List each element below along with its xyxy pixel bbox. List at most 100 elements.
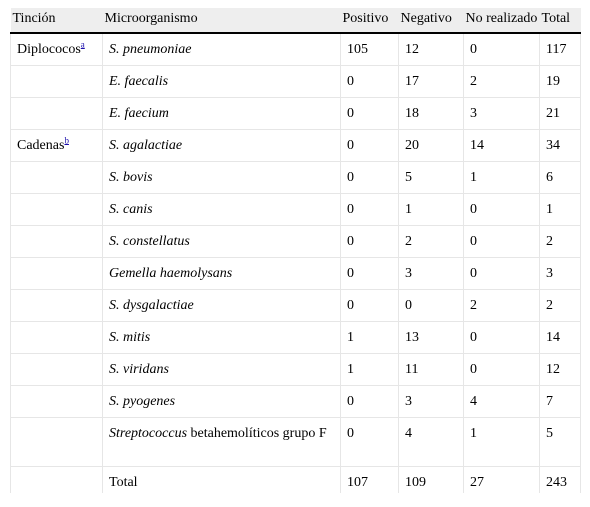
no-realizado-cell: 4 [463,385,540,418]
organism-cell: S. canis [102,193,341,226]
no-realizado-cell: 0 [463,225,540,258]
header-negativo: Negativo [398,8,464,34]
negativo-cell: 1 [398,193,464,226]
table-row: S. mitis 1 13 0 14 [10,321,581,354]
header-no-realizado: No realizado [463,8,540,34]
table-row: S. dysgalactiae 0 0 2 2 [10,289,581,322]
organism-cell: S. constellatus [102,225,341,258]
table-row: Cadenasb S. agalactiae 0 20 14 34 [10,129,581,162]
organism-genus: Streptococcus [109,426,188,441]
negativo-cell: 20 [398,129,464,162]
no-realizado-cell: 0 [463,193,540,226]
no-realizado-cell: 0 [463,353,540,386]
group-cell-empty [10,353,103,386]
total-cell: 6 [539,161,581,194]
table-row: S. bovis 0 5 1 6 [10,161,581,194]
negativo-cell: 5 [398,161,464,194]
negativo-cell: 13 [398,321,464,354]
table-row: E. faecalis 0 17 2 19 [10,65,581,98]
group-cell-diplococos: Diplococosa [10,33,103,66]
no-realizado-cell: 2 [463,289,540,322]
no-realizado-cell: 1 [463,417,540,467]
header-positivo: Positivo [340,8,399,34]
group-label: Cadenas [17,138,65,153]
group-cell-empty [10,97,103,130]
group-cell-empty [10,417,103,467]
table-body: Diplococosa S. pneumoniae 105 12 0 117 E… [10,33,581,493]
total-cell: 34 [539,129,581,162]
no-realizado-cell: 2 [463,65,540,98]
total-cell: 3 [539,257,581,290]
no-realizado-cell: 14 [463,129,540,162]
table-row: E. faecium 0 18 3 21 [10,97,581,130]
positivo-cell: 0 [340,289,399,322]
group-cell-empty [10,257,103,290]
group-cell-empty [10,289,103,322]
group-cell-empty [10,161,103,194]
total-cell: 19 [539,65,581,98]
total-label: Total [102,466,341,493]
group-cell-empty [10,65,103,98]
table-row: Gemella haemolysans 0 3 0 3 [10,257,581,290]
negativo-cell: 17 [398,65,464,98]
positivo-cell: 105 [340,33,399,66]
no-realizado-cell: 0 [463,33,540,66]
group-label: Diplococos [17,42,81,57]
positivo-cell: 0 [340,161,399,194]
negativo-cell: 3 [398,385,464,418]
organism-description: betahemolíticos grupo F [187,426,327,441]
positivo-cell: 1 [340,321,399,354]
organism-cell: S. pneumoniae [102,33,341,66]
table-row: S. pyogenes 0 3 4 7 [10,385,581,418]
table-row: S. canis 0 1 0 1 [10,193,581,226]
total-cell: 2 [539,289,581,322]
organism-cell: S. mitis [102,321,341,354]
total-cell: 14 [539,321,581,354]
organism-cell: E. faecalis [102,65,341,98]
total-cell: 2 [539,225,581,258]
total-row: Total 107 109 27 243 [10,466,581,493]
positivo-cell: 0 [340,129,399,162]
organism-cell: S. agalactiae [102,129,341,162]
group-cell-empty [10,193,103,226]
negativo-cell: 4 [398,417,464,467]
positivo-cell: 0 [340,225,399,258]
negativo-cell: 3 [398,257,464,290]
footnote-link[interactable]: b [64,135,69,146]
positivo-cell: 1 [340,353,399,386]
group-cell-empty [10,385,103,418]
organism-cell: E. faecium [102,97,341,130]
table-row: S. constellatus 0 2 0 2 [10,225,581,258]
negativo-cell: 18 [398,97,464,130]
group-cell-empty [10,321,103,354]
table-header: Tinción Microorganismo Positivo Negativo… [10,8,581,34]
positivo-cell: 0 [340,193,399,226]
organism-cell: S. dysgalactiae [102,289,341,322]
header-tincion: Tinción [10,8,103,34]
total-cell: 1 [539,193,581,226]
positivo-cell: 0 [340,65,399,98]
organism-cell: Gemella haemolysans [102,257,341,290]
organism-cell: Streptococcus betahemolíticos grupo F [102,417,341,467]
grand-total: 243 [539,466,581,493]
positivo-total: 107 [340,466,399,493]
no-realizado-cell: 3 [463,97,540,130]
header-row: Tinción Microorganismo Positivo Negativo… [10,8,581,34]
positivo-cell: 0 [340,97,399,130]
no-realizado-cell: 0 [463,257,540,290]
group-cell-empty [10,466,103,493]
footnote-link[interactable]: a [80,39,85,50]
table-row: S. viridans 1 11 0 12 [10,353,581,386]
no-realizado-cell: 0 [463,321,540,354]
positivo-cell: 0 [340,385,399,418]
table-row: Diplococosa S. pneumoniae 105 12 0 117 [10,33,581,66]
results-table: Tinción Microorganismo Positivo Negativo… [10,8,581,493]
negativo-cell: 11 [398,353,464,386]
negativo-cell: 0 [398,289,464,322]
group-cell-cadenas: Cadenasb [10,129,103,162]
positivo-cell: 0 [340,257,399,290]
total-cell: 21 [539,97,581,130]
organism-cell: S. viridans [102,353,341,386]
organism-cell: S. bovis [102,161,341,194]
total-cell: 12 [539,353,581,386]
